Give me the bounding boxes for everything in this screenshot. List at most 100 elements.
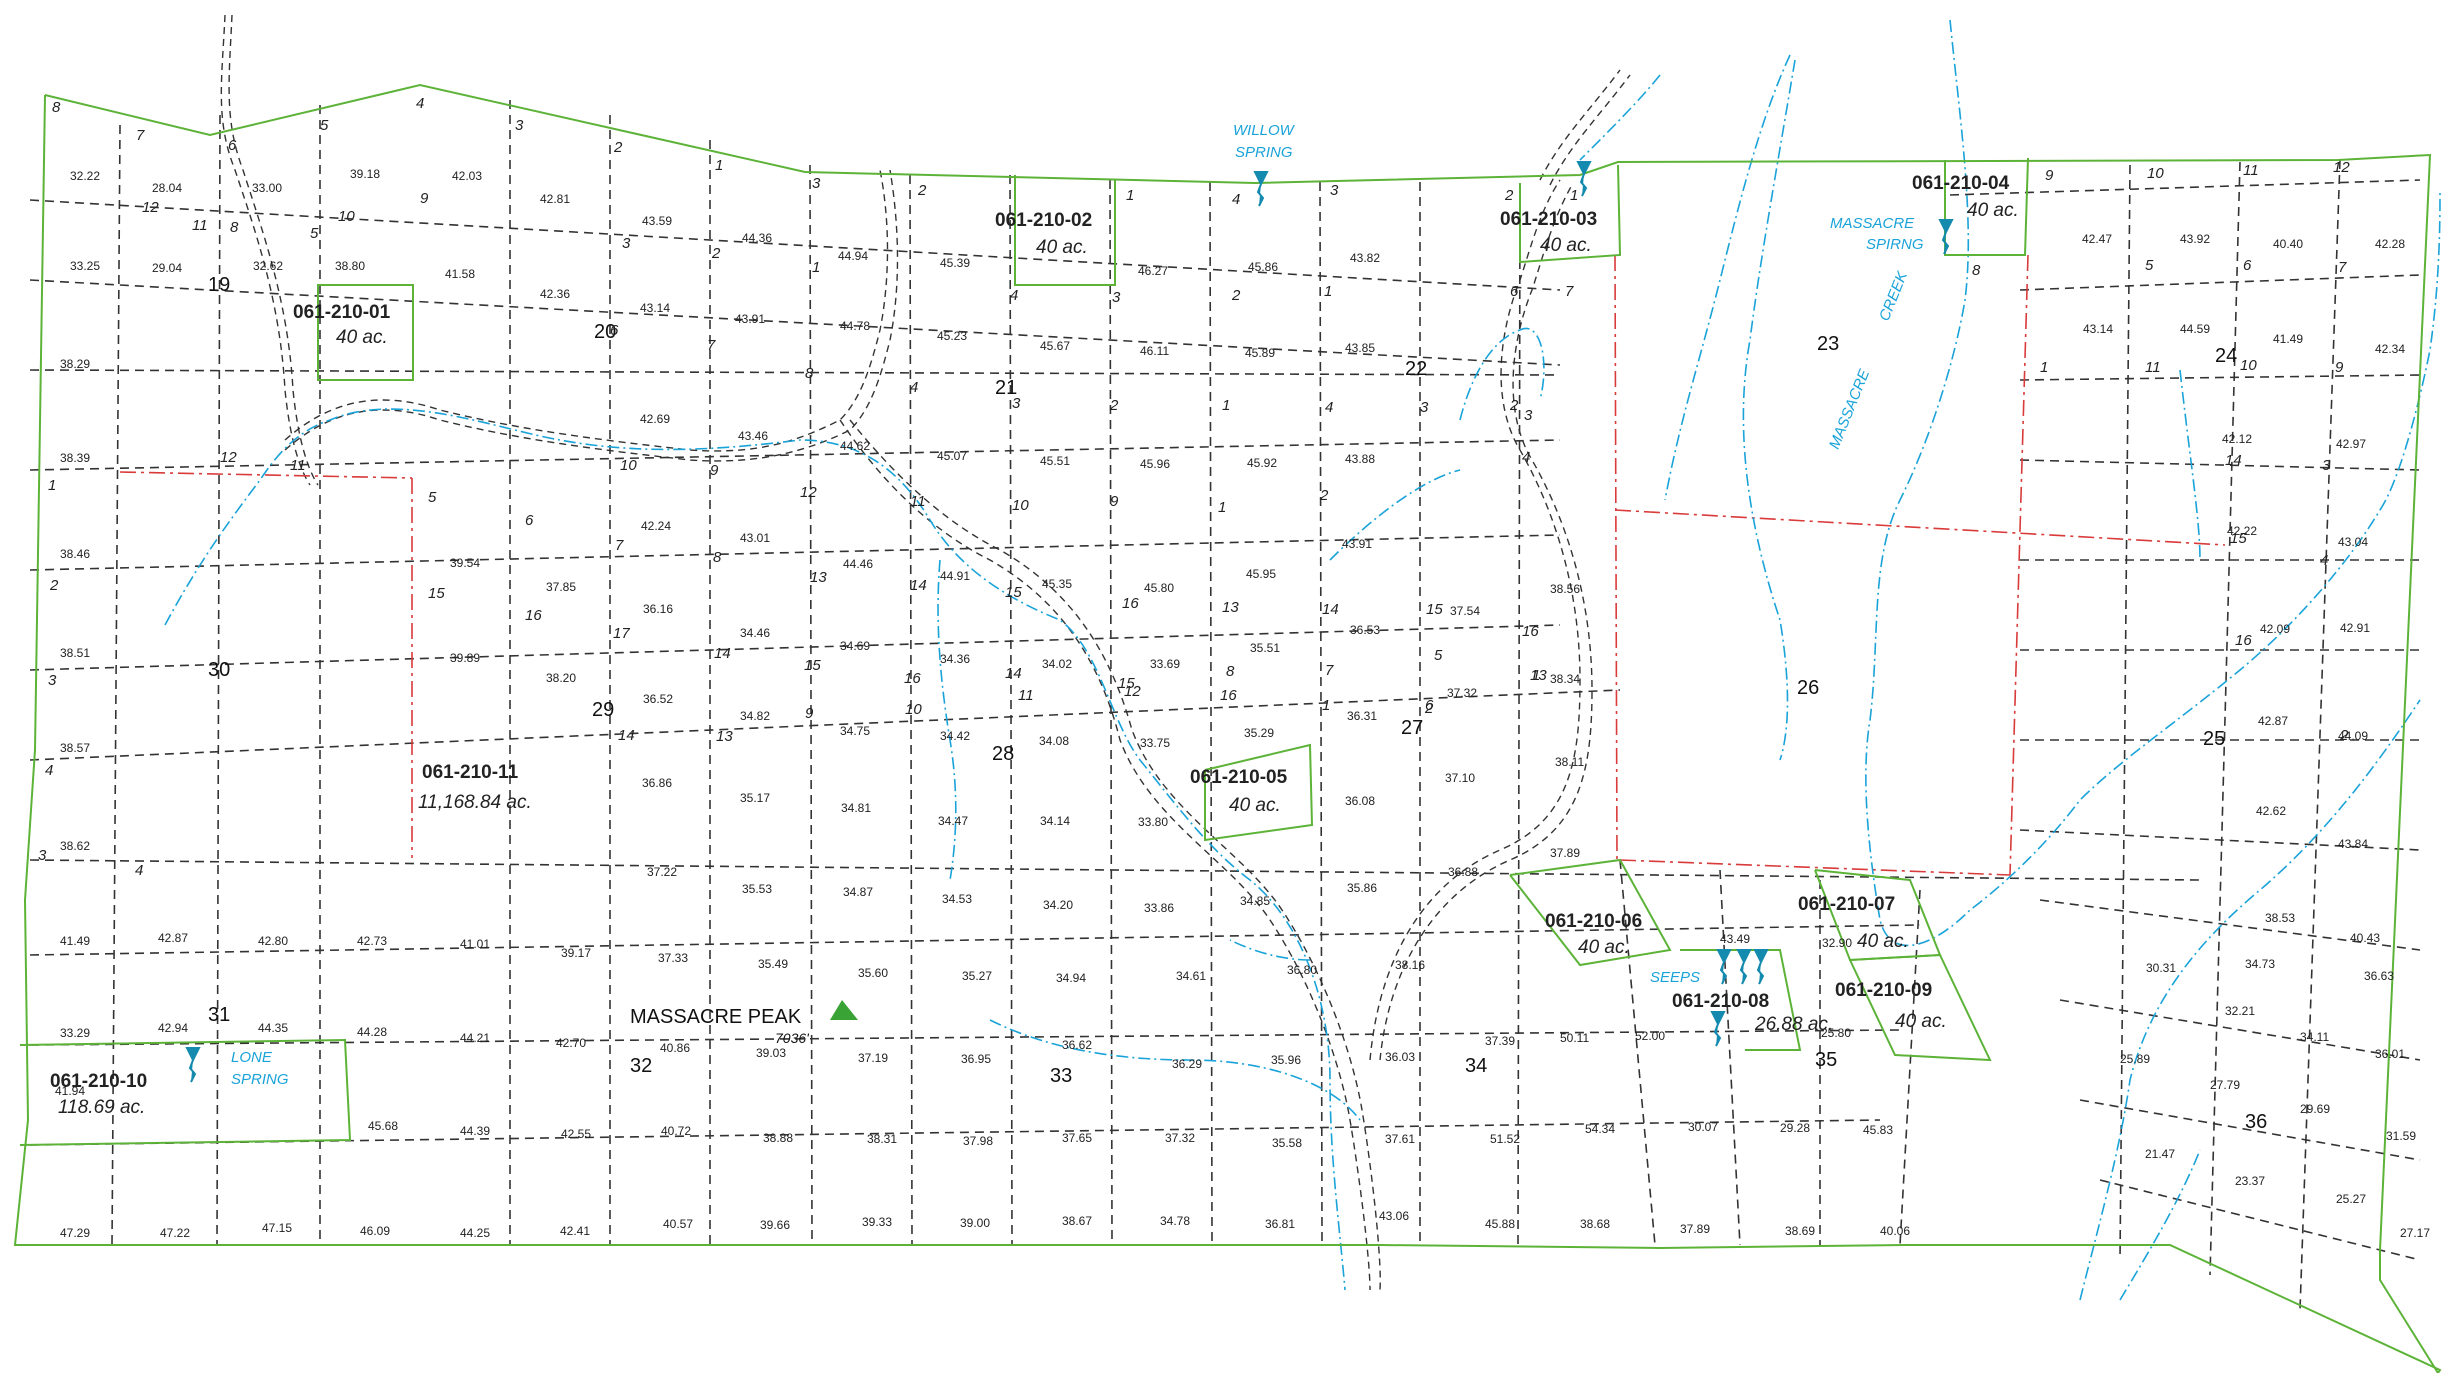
lot-number: 9 [1110,493,1119,510]
lot-acreage: 38.34 [1550,672,1580,686]
lot-acreage: 29.04 [152,261,182,275]
lot-acreage: 44.94 [838,249,868,263]
lot-acreage: 44.36 [742,231,772,245]
lot-acreage: 25.27 [2336,1192,2366,1206]
parcel-acres: 11,168.84 ac. [418,792,532,813]
lot-acreage: 37.98 [963,1134,993,1148]
creek-label: MASSACRE [1826,366,1874,451]
lot-acreage: 37.32 [1447,686,1477,700]
lot-acreage: 43.59 [642,214,672,228]
lot-number: 8 [1226,663,1235,680]
lot-acreage: 42.94 [158,1021,188,1035]
lone-spring-label: SPRING [231,1071,289,1088]
lot-acreage: 42.12 [2222,432,2252,446]
lot-acreage: 36.08 [1345,794,1375,808]
lot-acreage: 34.02 [1042,657,1072,671]
lot-acreage: 43.91 [1342,537,1372,551]
lot-acreage: 44.91 [940,569,970,583]
lot-acreage: 43.14 [640,301,670,315]
lot-acreage: 43.82 [1350,251,1380,265]
lot-acreage: 33.25 [70,259,100,273]
parcel-acres: 40 ac. [1540,235,1592,256]
lot-number: 12 [1124,683,1141,700]
lot-number: 9 [805,705,814,722]
lot-number: 5 [2145,257,2154,274]
parcel-id: 061-210-07 [1798,894,1895,915]
lot-acreage: 34.81 [841,801,871,815]
lot-acreage: 40.06 [1880,1224,1910,1238]
lot-acreage: 44.35 [258,1021,288,1035]
lot-number: 16 [1522,623,1539,640]
lot-number: 2 [917,182,927,199]
lot-number: 11 [910,493,926,510]
lot-number: 3 [1012,395,1021,412]
lot-acreage: 42.55 [561,1127,591,1141]
parcel-acres: 40 ac. [1229,795,1281,816]
section-number: 24 [2215,345,2237,367]
lot-number: 1 [1570,187,1578,204]
lot-acreage: 25.80 [1821,1026,1851,1040]
lot-number: 4 [1232,191,1240,208]
lot-acreage: 42.03 [452,169,482,183]
seep-icon-08 [1710,1011,1726,1047]
section-number: 32 [630,1055,652,1077]
lot-acreage: 50.11 [1560,1031,1589,1045]
lot-acreage: 43.04 [2338,535,2368,549]
lot-acreage: 35.29 [1244,726,1274,740]
lot-acreage: 43.85 [1345,341,1375,355]
peak-label: MASSACRE PEAK [630,1006,802,1028]
lot-number: 9 [710,462,719,479]
lot-acreage: 28.04 [152,181,182,195]
section-number: 26 [1797,677,1819,699]
lot-number: 11 [290,457,306,474]
lot-number: 16 [1122,595,1139,612]
lot-number: 13 [1530,667,1547,684]
lot-acreage: 43.88 [1345,452,1375,466]
lot-acreage: 38.39 [60,451,90,465]
lot-acreage: 38.69 [1785,1224,1815,1238]
lot-acreage: 45.80 [1144,581,1174,595]
lot-number: 2 [1319,487,1329,504]
parcel-acres: 40 ac. [1895,1011,1947,1032]
lot-acreage: 47.15 [262,1221,292,1235]
parcel-id: 061-210-06 [1545,911,1642,932]
lone-spring-icon [185,1047,201,1083]
lot-number: 16 [1220,687,1237,704]
lot-acreage: 35.49 [758,957,788,971]
lot-acreage: 42.69 [640,412,670,426]
lot-acreage: 32.22 [70,169,100,183]
lot-number: 2 [613,139,623,156]
lot-acreage: 41.94 [55,1084,85,1098]
lot-acreage: 45.96 [1140,457,1170,471]
parcel-id: 061-210-01 [293,302,391,323]
lot-acreage: 36.63 [2364,969,2394,983]
lot-acreage: 37.85 [546,580,576,594]
lot-acreage: 44.28 [357,1025,387,1039]
lot-acreage: 34.82 [740,709,770,723]
lot-acreage: 34.47 [938,814,968,828]
lot-acreage: 42.22 [2227,524,2257,538]
lot-acreage: 33.86 [1144,901,1174,915]
lone-spring-label: LONE [231,1049,273,1066]
lot-number: 3 [38,847,47,864]
lot-acreage: 34.87 [843,885,873,899]
lot-number: 1 [812,259,820,276]
lot-acreage: 43.49 [1720,932,1750,946]
lot-number: 2 [1504,187,1514,204]
lot-acreage: 46.11 [1140,344,1169,358]
lot-acreage: 51.52 [1490,1132,1520,1146]
lot-acreage: 38.29 [60,357,90,371]
parcel-id: 061-210-04 [1912,173,2010,194]
lot-number: 1 [1532,667,1540,684]
lot-acreage: 39.03 [756,1046,786,1060]
lot-acreage: 33.00 [252,181,282,195]
lot-number: 2 [49,577,59,594]
lot-acreage: 36.52 [643,692,673,706]
section-number: 35 [1815,1049,1837,1071]
lot-acreage: 36.31 [1347,709,1377,723]
lot-acreage: 32.62 [253,259,283,273]
lot-acreage: 36.81 [1265,1217,1295,1231]
streams [164,19,2441,1301]
lot-number: 12 [800,484,817,501]
lot-number: 4 [1325,399,1333,416]
